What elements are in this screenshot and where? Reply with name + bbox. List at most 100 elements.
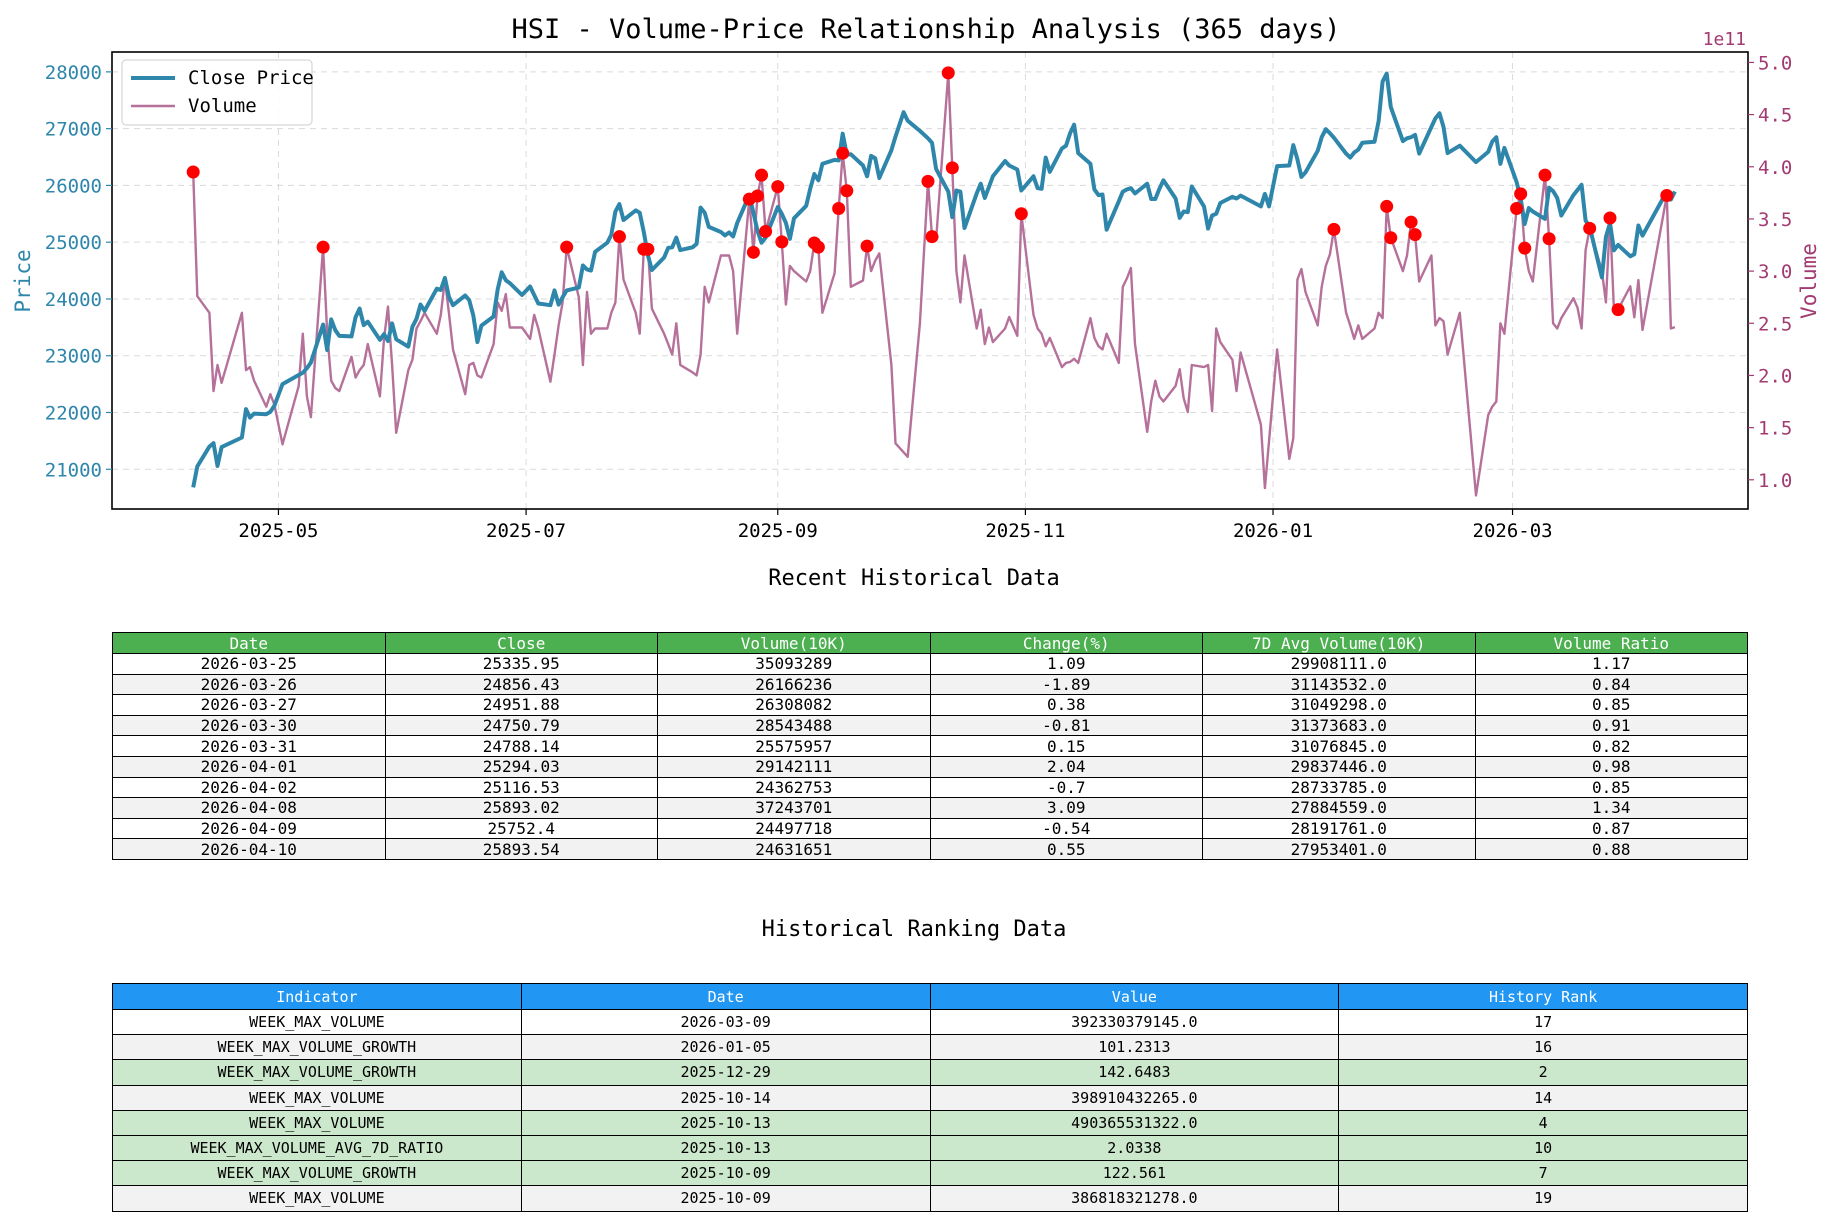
volume-tick-label: 2.0 <box>1758 365 1792 387</box>
volume-tick-label: 1.5 <box>1758 418 1792 440</box>
volume-tick-label: 3.0 <box>1758 261 1792 283</box>
table-cell: 28543488 <box>657 714 931 737</box>
table-cell: 27953401.0 <box>1202 838 1476 860</box>
price-tick-label: 28000 <box>45 62 102 84</box>
volume-spike-point <box>759 224 773 238</box>
table-cell: 26308082 <box>657 694 931 716</box>
volume-spike-point <box>1542 232 1556 246</box>
table-row: 2026-04-09 25752.4 24497718 -0.54 28191761.0… <box>112 817 1748 840</box>
recent-historical-table: Date Close Volume(10K) Change(%) 7D Avg Volu… <box>112 632 1748 860</box>
volume-spike-point <box>921 174 935 188</box>
table-row: 2026-04-10 25893.54 24631651 0.55 27953401.0… <box>112 838 1748 860</box>
table-cell: 490365531322.0 <box>929 1109 1340 1136</box>
table-cell: 25116.53 <box>384 776 658 799</box>
volume-spike-point <box>811 240 825 254</box>
volume-spike-point <box>1510 202 1524 216</box>
ranking-column-header: Indicator <box>112 983 522 1010</box>
table-cell: 35093289 <box>657 653 931 675</box>
volume-axis-label: Volume <box>1797 243 1821 319</box>
table-cell: 24788.14 <box>384 735 658 757</box>
table-cell: 0.84 <box>1474 673 1748 696</box>
table-cell: 0.82 <box>1474 735 1748 757</box>
volume-series <box>192 71 1676 497</box>
table-cell: 3.09 <box>929 797 1203 819</box>
legend-volume-label: Volume <box>188 95 257 117</box>
table-cell: WEEK_MAX_VOLUME <box>112 1084 522 1111</box>
recent-table-header-row: Date Close Volume(10K) Change(%) 7D Avg Volu… <box>112 632 1748 654</box>
table-cell: 29908111.0 <box>1202 653 1476 675</box>
volume-spike-point <box>612 230 626 244</box>
table-cell: 2.0338 <box>929 1134 1340 1162</box>
table-cell: 2025-10-09 <box>520 1160 931 1187</box>
recent-column-header: Date <box>112 632 386 654</box>
table-cell: 0.85 <box>1474 694 1748 716</box>
volume-spike-point <box>1408 228 1422 242</box>
table-cell: 31076845.0 <box>1202 735 1476 757</box>
table-row: 2026-04-08 25893.02 37243701 3.09 27884559.0… <box>112 797 1748 819</box>
table-cell: 2026-04-08 <box>112 797 386 819</box>
volume-spike-point <box>1014 207 1028 221</box>
volume-spike-point <box>1538 168 1552 182</box>
x-tick-label: 2025-07 <box>486 520 566 542</box>
recent-column-header: 7D Avg Volume(10K) <box>1202 632 1476 654</box>
table-cell: 28733785.0 <box>1202 776 1476 799</box>
table-cell: 24631651 <box>657 838 931 860</box>
table-cell: 24951.88 <box>384 694 658 716</box>
volume-spike-point <box>836 146 850 160</box>
volume-axis-exponent: 1e11 <box>1703 29 1746 50</box>
ranking-table-title: Historical Ranking Data <box>761 917 1067 942</box>
price-tick-label: 22000 <box>45 402 102 424</box>
volume-tick-label: 4.5 <box>1758 105 1792 127</box>
volume-spike-point <box>1380 199 1394 213</box>
table-cell: WEEK_MAX_VOLUME_GROWTH <box>112 1059 522 1086</box>
table-cell: 24362753 <box>657 776 931 799</box>
table-cell: 0.88 <box>1474 838 1748 860</box>
ranking-table-header-row: Indicator Date Value History Rank <box>112 983 1748 1010</box>
volume-spike-point <box>746 245 760 259</box>
plot-frame <box>111 51 1749 510</box>
table-cell: 0.87 <box>1474 817 1748 840</box>
table-cell: -1.89 <box>929 673 1203 696</box>
table-cell: 2 <box>1338 1059 1748 1086</box>
table-row: WEEK_MAX_VOLUME 2026-03-09 392330379145.0 1… <box>112 1008 1748 1036</box>
x-tick-label: 2025-05 <box>238 520 318 542</box>
x-tick-label: 2026-03 <box>1473 520 1553 542</box>
table-row: WEEK_MAX_VOLUME_GROWTH 2026-01-05 101.2313… <box>112 1034 1748 1061</box>
table-cell: WEEK_MAX_VOLUME <box>112 1185 522 1212</box>
table-cell: 2025-12-29 <box>520 1059 931 1086</box>
table-cell: 27884559.0 <box>1202 797 1476 819</box>
volume-spike-point <box>840 184 854 198</box>
table-row: WEEK_MAX_VOLUME_AVG_7D_RATIO 2025-10-13 2.… <box>112 1134 1748 1162</box>
table-cell: 25752.4 <box>384 817 658 840</box>
table-row: 2026-04-01 25294.03 29142111 2.04 29837446.0… <box>112 755 1748 778</box>
volume-tick-label: 5.0 <box>1758 52 1792 74</box>
volume-spike-point <box>1603 211 1617 225</box>
table-cell: 31143532.0 <box>1202 673 1476 696</box>
x-tick-label: 2025-09 <box>738 520 818 542</box>
close-price-line <box>191 71 1677 488</box>
table-cell: 31049298.0 <box>1202 694 1476 716</box>
table-cell: 2026-03-31 <box>112 735 386 757</box>
table-cell: 0.85 <box>1474 776 1748 799</box>
volume-spike-point <box>832 202 846 216</box>
volume-spike-point <box>1514 187 1528 201</box>
volume-spike-point <box>1518 241 1532 255</box>
table-cell: 2025-10-13 <box>520 1109 931 1136</box>
table-row: 2026-03-27 24951.88 26308082 0.38 31049298.0… <box>112 694 1748 716</box>
table-cell: 386818321278.0 <box>929 1185 1340 1212</box>
table-cell: 2025-10-14 <box>520 1084 931 1111</box>
table-cell: 0.91 <box>1474 714 1748 737</box>
volume-spike-point <box>771 180 785 194</box>
recent-column-header: Close <box>384 632 658 654</box>
table-cell: 25335.95 <box>384 653 658 675</box>
table-cell: 2026-03-27 <box>112 694 386 716</box>
volume-spike-point <box>316 240 330 254</box>
table-row: 2026-03-30 24750.79 28543488 -0.81 31373683.… <box>112 714 1748 737</box>
price-tick-label: 25000 <box>45 232 102 254</box>
volume-tick-label: 4.0 <box>1758 157 1792 179</box>
table-cell: 16 <box>1338 1034 1748 1061</box>
volume-spike-point <box>1327 222 1341 236</box>
table-cell: WEEK_MAX_VOLUME_GROWTH <box>112 1160 522 1187</box>
table-cell: 0.38 <box>929 694 1203 716</box>
chart-title: HSI - Volume-Price Relationship Analysis… <box>511 14 1340 45</box>
